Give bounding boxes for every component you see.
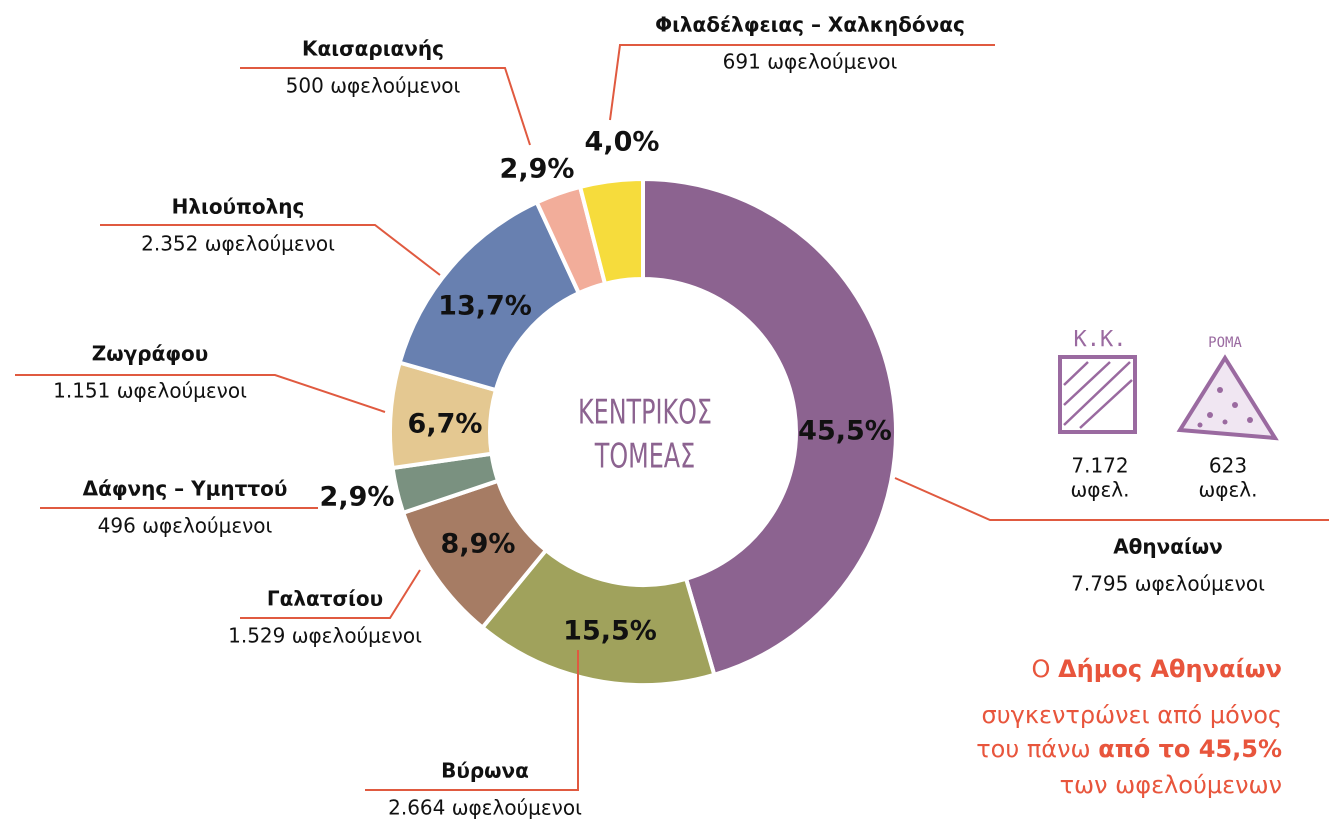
side-count: 7.172 bbox=[1071, 454, 1128, 478]
icon-hatch bbox=[1063, 361, 1133, 429]
note-bold: από το 45,5% bbox=[1098, 735, 1282, 763]
note: Ο Δήμος Αθηναίων συγκεντρώνει από μόνος … bbox=[976, 655, 1282, 799]
percent-label: 6,7% bbox=[408, 409, 483, 440]
category-name: Δάφνης – Υμηττού bbox=[83, 477, 288, 501]
icon-triangle bbox=[1176, 354, 1279, 441]
slice bbox=[641, 176, 898, 678]
side-title: ΡΟΜΑ bbox=[1208, 335, 1242, 351]
percent-label: 15,5% bbox=[563, 616, 657, 647]
leader-line bbox=[365, 650, 579, 791]
leader-line bbox=[894, 477, 1329, 521]
note-text: του πάνω bbox=[976, 735, 1098, 763]
count-label: 2.664 ωφελούμενοι bbox=[388, 796, 582, 820]
percent-label: 2,9% bbox=[320, 482, 395, 513]
count-label: 1.151 ωφελούμενοι bbox=[53, 379, 247, 403]
side-title: Κ.Κ. bbox=[1074, 327, 1127, 352]
note-bold: Δήμος Αθηναίων bbox=[1058, 655, 1282, 683]
side-unit: ωφελ. bbox=[1199, 478, 1258, 502]
note-text: Ο bbox=[1032, 655, 1059, 683]
note-line: του πάνω από το 45,5% bbox=[976, 735, 1282, 763]
percent-label: 45,5% bbox=[798, 416, 892, 447]
icon-square bbox=[1058, 355, 1137, 434]
side-count: 623 bbox=[1209, 454, 1247, 478]
note-line: Ο Δήμος Αθηναίων bbox=[1032, 655, 1282, 683]
percent-label: 13,7% bbox=[438, 291, 532, 322]
category-name: Βύρωνα bbox=[441, 759, 529, 783]
leader-line bbox=[240, 67, 531, 146]
note-line: συγκεντρώνει από μόνος bbox=[982, 701, 1282, 729]
category-name: Φιλαδέλφειας – Χαλκηδόνας bbox=[655, 13, 965, 37]
count-label: 500 ωφελούμενοι bbox=[286, 74, 461, 98]
percent-label: 4,0% bbox=[585, 127, 660, 158]
category-name: Ζωγράφου bbox=[92, 342, 208, 366]
leader-line bbox=[609, 44, 995, 121]
count-label: 1.529 ωφελούμενοι bbox=[228, 624, 422, 648]
center-line: ΚΕΝΤΡΙΚΟΣ bbox=[578, 393, 712, 432]
slice bbox=[577, 176, 645, 287]
leader-line bbox=[15, 374, 386, 413]
count-label: 691 ωφελούμενοι bbox=[723, 50, 898, 74]
center-line: ΤΟΜΕΑΣ bbox=[594, 437, 695, 476]
center-label: ΚΕΝΤΡΙΚΟΣ ΤΟΜΕΑΣ bbox=[578, 393, 712, 476]
percent-label: 2,9% bbox=[500, 154, 575, 185]
count-label: 2.352 ωφελούμενοι bbox=[141, 232, 335, 256]
category-name: Αθηναίων bbox=[1113, 535, 1223, 559]
side-icons: Κ.Κ. ΡΟΜΑ 7.172 ωφελ. 623 ωφελ. bbox=[1058, 327, 1279, 502]
count-label: 496 ωφελούμενοι bbox=[98, 514, 273, 538]
category-name: Ηλιούπολης bbox=[172, 195, 305, 219]
icon-dots bbox=[1197, 387, 1253, 428]
count-label: 7.795 ωφελούμενοι bbox=[1071, 572, 1265, 596]
percent-label: 8,9% bbox=[441, 529, 516, 560]
category-name: Γαλατσίου bbox=[267, 587, 383, 611]
note-line: των ωφελούμενων bbox=[1060, 771, 1282, 799]
leader-line bbox=[240, 569, 421, 619]
category-name: Καισαριανής bbox=[302, 37, 444, 61]
leader-line bbox=[100, 224, 441, 276]
side-unit: ωφελ. bbox=[1071, 478, 1130, 502]
